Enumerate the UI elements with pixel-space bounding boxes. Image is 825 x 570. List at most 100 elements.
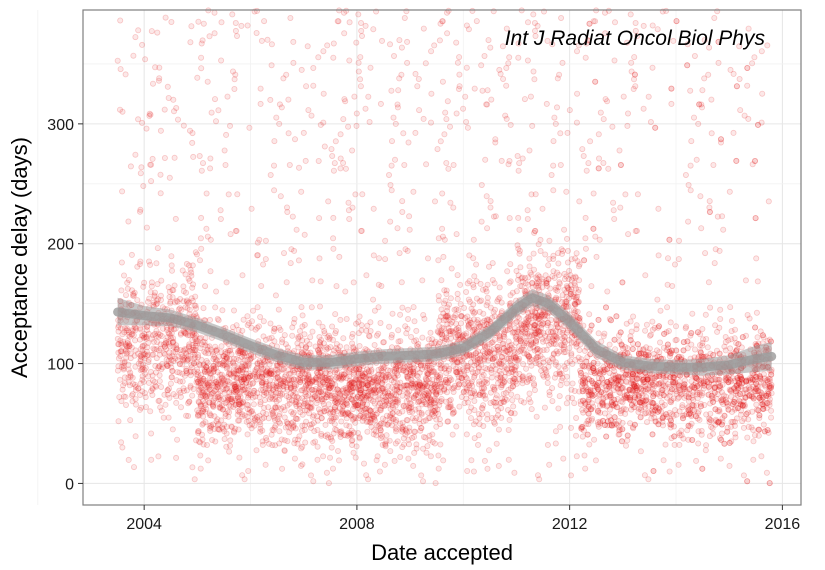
scatter-point — [157, 190, 164, 197]
scatter-point — [357, 395, 364, 402]
scatter-point — [343, 315, 350, 322]
scatter-point — [572, 255, 579, 262]
scatter-point — [250, 307, 257, 314]
scatter-point — [445, 301, 452, 308]
scatter-point — [169, 367, 176, 374]
scatter-point — [125, 218, 132, 225]
scatter-point — [145, 373, 152, 380]
scatter-point — [115, 341, 122, 348]
scatter-point — [235, 426, 242, 433]
scatter-point — [465, 26, 472, 33]
scatter-point — [165, 357, 172, 364]
scatter-point — [542, 251, 549, 258]
scatter-point — [200, 362, 207, 369]
scatter-point — [276, 101, 283, 108]
scatter-point — [471, 397, 478, 404]
scatter-point — [223, 399, 230, 406]
scatter-point — [164, 391, 171, 398]
scatter-point — [431, 198, 438, 205]
scatter-point — [395, 327, 402, 334]
scatter-point — [459, 357, 466, 364]
scatter-point — [431, 42, 438, 49]
scatter-point — [295, 164, 302, 171]
scatter-point — [345, 123, 352, 130]
scatter-point — [170, 343, 177, 350]
scatter-point — [496, 284, 503, 291]
scatter-point — [128, 251, 135, 258]
scatter-point — [168, 253, 175, 260]
scatter-point — [288, 377, 295, 384]
scatter-point — [149, 372, 156, 379]
scatter-point — [166, 174, 173, 181]
scatter-point — [368, 423, 375, 430]
scatter-point — [245, 392, 252, 399]
scatter-point — [518, 283, 525, 290]
scatter-point — [463, 288, 470, 295]
scatter-point — [377, 100, 384, 107]
scatter-point — [439, 78, 446, 85]
scatter-point — [358, 322, 365, 329]
scatter-point — [195, 18, 202, 25]
scatter-point — [149, 155, 156, 162]
scatter-point — [167, 300, 174, 307]
scatter-point — [719, 213, 726, 220]
scatter-point — [323, 469, 330, 476]
scatter-point — [173, 393, 180, 400]
scatter-point — [330, 245, 337, 252]
scatter-point — [557, 423, 564, 430]
scatter-point — [226, 448, 233, 455]
scatter-point — [187, 368, 194, 375]
scatter-point — [126, 382, 133, 389]
scatter-point — [137, 367, 144, 374]
scatter-point — [286, 429, 293, 436]
scatter-point — [415, 76, 422, 83]
scatter-point — [287, 370, 294, 377]
scatter-point — [539, 205, 546, 212]
scatter-point — [176, 360, 183, 367]
scatter-point — [592, 233, 599, 240]
scatter-point — [172, 299, 179, 306]
scatter-point — [304, 349, 311, 356]
scatter-point — [533, 339, 540, 346]
scatter-point — [284, 420, 291, 427]
scatter-point — [434, 388, 441, 395]
scatter-point — [159, 360, 166, 367]
scatter-point — [271, 414, 278, 421]
scatter-point — [288, 246, 295, 253]
scatter-point — [500, 76, 507, 83]
scatter-point — [435, 257, 442, 264]
scatter-point — [124, 327, 131, 334]
scatter-point — [298, 304, 305, 311]
scatter-point — [231, 362, 238, 369]
scatter-point — [330, 54, 337, 61]
scatter-point — [516, 247, 523, 254]
scatter-point — [153, 301, 160, 308]
scatter-point — [395, 367, 402, 374]
scatter-point — [308, 112, 315, 119]
scatter-point — [390, 114, 397, 121]
scatter-point — [159, 364, 166, 371]
scatter-point — [193, 359, 200, 366]
scatter-point — [287, 14, 294, 21]
scatter-point — [143, 333, 150, 340]
scatter-point — [569, 380, 576, 387]
scatter-point — [241, 476, 248, 483]
scatter-point — [451, 382, 458, 389]
scatter-point — [262, 237, 269, 244]
scatter-point — [169, 426, 176, 433]
scatter-point — [504, 268, 511, 275]
scatter-point — [148, 456, 155, 463]
scatter-point — [541, 404, 548, 411]
scatter-point — [549, 398, 556, 405]
scatter-point — [558, 14, 565, 21]
scatter-point — [163, 339, 170, 346]
scatter-point — [587, 138, 594, 145]
scatter-point — [201, 400, 208, 407]
scatter-point — [176, 369, 183, 376]
scatter-point — [238, 22, 245, 29]
scatter-point — [278, 436, 285, 443]
scatter-point — [221, 435, 228, 442]
scatter-point — [198, 54, 205, 61]
scatter-point — [137, 355, 144, 362]
scatter-point — [177, 330, 184, 337]
